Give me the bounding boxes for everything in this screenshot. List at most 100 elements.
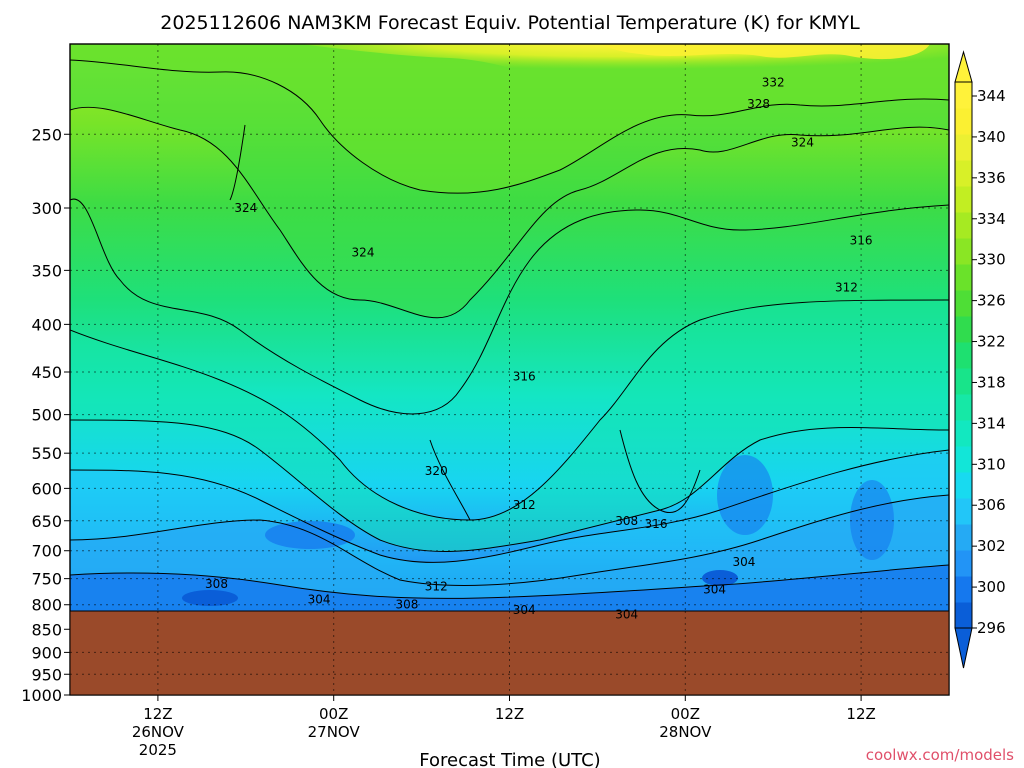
colorbar: 296 300 302 306 310 314 318 322 326 330 334 336 340 3… xyxy=(954,50,1006,669)
x-tick-day: 28NOV xyxy=(659,723,712,741)
contour-label: 320 xyxy=(425,464,448,478)
contour-label: 324 xyxy=(234,201,257,215)
y-tick-label: 1000 xyxy=(21,686,62,705)
y-axis: 250 300 350 400 450 500 550 600 650 700 750 800 850 9… xyxy=(21,125,70,705)
contour-label: 316 xyxy=(850,233,873,247)
colorbar-swatch xyxy=(955,290,972,317)
x-tick-label: 12Z xyxy=(143,705,172,723)
colorbar-swatch xyxy=(955,238,972,265)
contour-label: 308 xyxy=(205,577,228,591)
contour-label: 324 xyxy=(791,135,814,149)
x-tick-day: 27NOV xyxy=(308,723,361,741)
x-tick-label: 12Z xyxy=(495,705,524,723)
contour-labels: 332 328 324 324 324 316 312 316 320 312 308 316 308 3… xyxy=(205,76,873,622)
colorbar-swatch xyxy=(955,394,972,421)
colorbar-swatch xyxy=(955,108,972,135)
colorbar-top-arrow xyxy=(954,50,973,83)
plot-field xyxy=(70,44,949,611)
y-tick-label: 750 xyxy=(31,570,62,589)
colorbar-label: 310 xyxy=(977,455,1006,473)
contour-label: 308 xyxy=(615,514,638,528)
x-tick-day: 26NOV xyxy=(132,723,185,741)
contour-label: 304 xyxy=(703,582,726,596)
contour-label: 304 xyxy=(513,603,536,617)
contour-label: 304 xyxy=(308,593,331,607)
credit-text: coolwx.com/models xyxy=(866,746,1014,764)
field-region-314 xyxy=(70,300,949,552)
x-tick-label: 00Z xyxy=(319,705,348,723)
colorbar-swatch xyxy=(955,368,972,395)
contour-label: 304 xyxy=(732,555,755,569)
colorbar-swatch xyxy=(955,420,972,447)
y-tick-label: 450 xyxy=(31,363,62,382)
field-pocket xyxy=(717,455,773,535)
y-tick-label: 250 xyxy=(31,125,62,144)
y-tick-label: 700 xyxy=(31,542,62,561)
colorbar-swatch xyxy=(955,134,972,161)
contour-label: 304 xyxy=(615,608,638,622)
colorbar-swatch xyxy=(955,82,972,109)
field-pocket xyxy=(182,590,238,606)
colorbar-label: 334 xyxy=(977,210,1006,228)
y-tick-label: 400 xyxy=(31,315,62,334)
y-tick-label: 550 xyxy=(31,444,62,463)
contour-lines xyxy=(70,59,949,599)
contour-label: 328 xyxy=(747,97,770,111)
colorbar-label: 314 xyxy=(977,414,1006,432)
colorbar-swatch xyxy=(955,160,972,187)
field-pocket xyxy=(702,570,738,586)
field-region-300 xyxy=(70,565,949,611)
field-pocket xyxy=(850,480,894,560)
contour-label: 316 xyxy=(513,369,536,383)
contour-label: 332 xyxy=(762,76,785,90)
contour-label: 312 xyxy=(425,580,448,594)
colorbar-label: 344 xyxy=(977,87,1006,105)
colorbar-swatch xyxy=(955,550,972,577)
colorbar-label: 302 xyxy=(977,537,1006,555)
colorbar-label: 322 xyxy=(977,333,1006,351)
y-tick-label: 500 xyxy=(31,406,62,425)
x-tick-label: 12Z xyxy=(846,705,875,723)
contour-label: 312 xyxy=(513,498,536,512)
y-tick-label: 800 xyxy=(31,596,62,615)
colorbar-swatch xyxy=(955,602,972,629)
field-pocket xyxy=(265,521,355,549)
colorbar-swatch xyxy=(955,446,972,473)
chart-title: 2025112606 NAM3KM Forecast Equiv. Potent… xyxy=(160,12,860,34)
colorbar-label: 340 xyxy=(977,128,1006,146)
y-tick-label: 900 xyxy=(31,643,62,662)
colorbar-swatch xyxy=(955,264,972,291)
y-tick-label: 350 xyxy=(31,261,62,280)
colorbar-label: 300 xyxy=(977,578,1006,596)
colorbar-label: 326 xyxy=(977,292,1006,310)
grid-lines xyxy=(70,44,949,611)
colorbar-label: 336 xyxy=(977,169,1006,187)
colorbar-swatch xyxy=(955,524,972,551)
y-tick-label: 650 xyxy=(31,512,62,531)
y-tick-label: 300 xyxy=(31,199,62,218)
y-tick-label: 850 xyxy=(31,620,62,639)
contour-label: 308 xyxy=(395,598,418,612)
colorbar-frame xyxy=(954,81,973,629)
y-tick-label: 600 xyxy=(31,479,62,498)
y-tick-label: 950 xyxy=(31,665,62,684)
colorbar-swatch xyxy=(955,212,972,239)
colorbar-label: 330 xyxy=(977,251,1006,269)
colorbar-swatch xyxy=(955,316,972,343)
contour-label: 316 xyxy=(645,517,668,531)
field-region-340 xyxy=(600,44,930,60)
x-tick-label: 00Z xyxy=(671,705,700,723)
colorbar-label: 318 xyxy=(977,373,1006,391)
colorbar-swatch xyxy=(955,472,972,499)
colorbar-swatch xyxy=(955,186,972,213)
x-tick-year: 2025 xyxy=(139,741,177,759)
colorbar-swatch xyxy=(955,342,972,369)
colorbar-swatch xyxy=(955,576,972,603)
contour-label: 324 xyxy=(352,246,375,260)
x-axis-title: Forecast Time (UTC) xyxy=(419,750,600,768)
colorbar-label: 296 xyxy=(977,619,1006,637)
colorbar-swatch xyxy=(955,498,972,525)
colorbar-label: 306 xyxy=(977,496,1006,514)
